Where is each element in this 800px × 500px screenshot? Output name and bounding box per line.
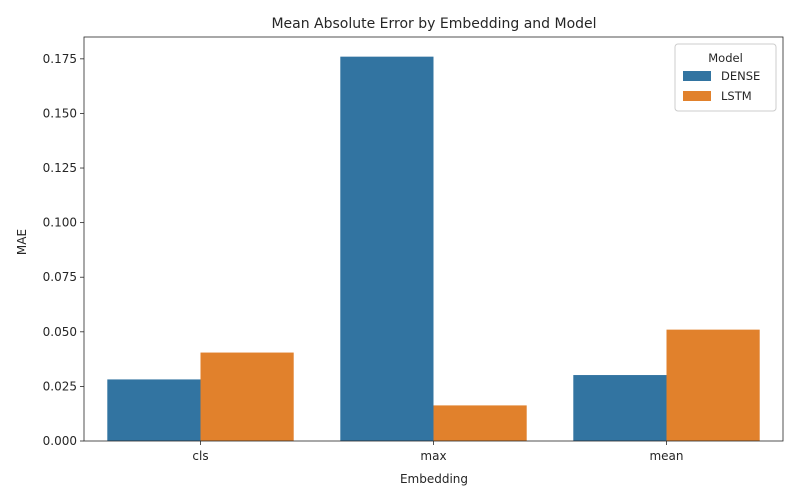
bar-dense-cls bbox=[107, 379, 201, 441]
x-tick-label-cls: cls bbox=[192, 449, 208, 463]
y-axis-ticks: 0.000 0.025 0.050 0.075 0.100 0.125 0.150 0.175 bbox=[43, 52, 84, 448]
legend-swatch-lstm bbox=[683, 91, 711, 101]
x-tick-label-mean: mean bbox=[649, 449, 683, 463]
y-tick-label: 0.000 bbox=[43, 434, 77, 448]
plot-frame bbox=[83, 36, 784, 442]
y-tick-label: 0.150 bbox=[43, 106, 77, 120]
legend-title: Model bbox=[708, 51, 743, 65]
y-tick-label: 0.075 bbox=[43, 270, 77, 284]
y-tick-label: 0.125 bbox=[43, 161, 77, 175]
legend-label-dense: DENSE bbox=[721, 69, 760, 83]
y-axis-label: MAE bbox=[15, 229, 29, 255]
bar-lstm-cls bbox=[200, 352, 294, 441]
bar-lstm-max bbox=[433, 405, 527, 441]
bar-lstm-mean bbox=[666, 329, 760, 441]
x-axis-ticks: cls max mean bbox=[192, 441, 684, 463]
y-tick-label: 0.175 bbox=[43, 52, 77, 66]
bar-dense-mean bbox=[573, 375, 667, 441]
y-tick-label: 0.025 bbox=[43, 379, 77, 393]
legend-swatch-dense bbox=[683, 71, 711, 81]
x-tick-label-max: max bbox=[420, 449, 446, 463]
bar-dense-max bbox=[340, 56, 434, 441]
legend: Model DENSE LSTM bbox=[674, 43, 777, 112]
bars-group bbox=[107, 56, 760, 441]
y-tick-label: 0.050 bbox=[43, 325, 77, 339]
chart-title: Mean Absolute Error by Embedding and Mod… bbox=[271, 16, 596, 32]
x-axis-label: Embedding bbox=[400, 472, 468, 486]
y-tick-label: 0.100 bbox=[43, 216, 77, 230]
legend-label-lstm: LSTM bbox=[721, 89, 752, 103]
